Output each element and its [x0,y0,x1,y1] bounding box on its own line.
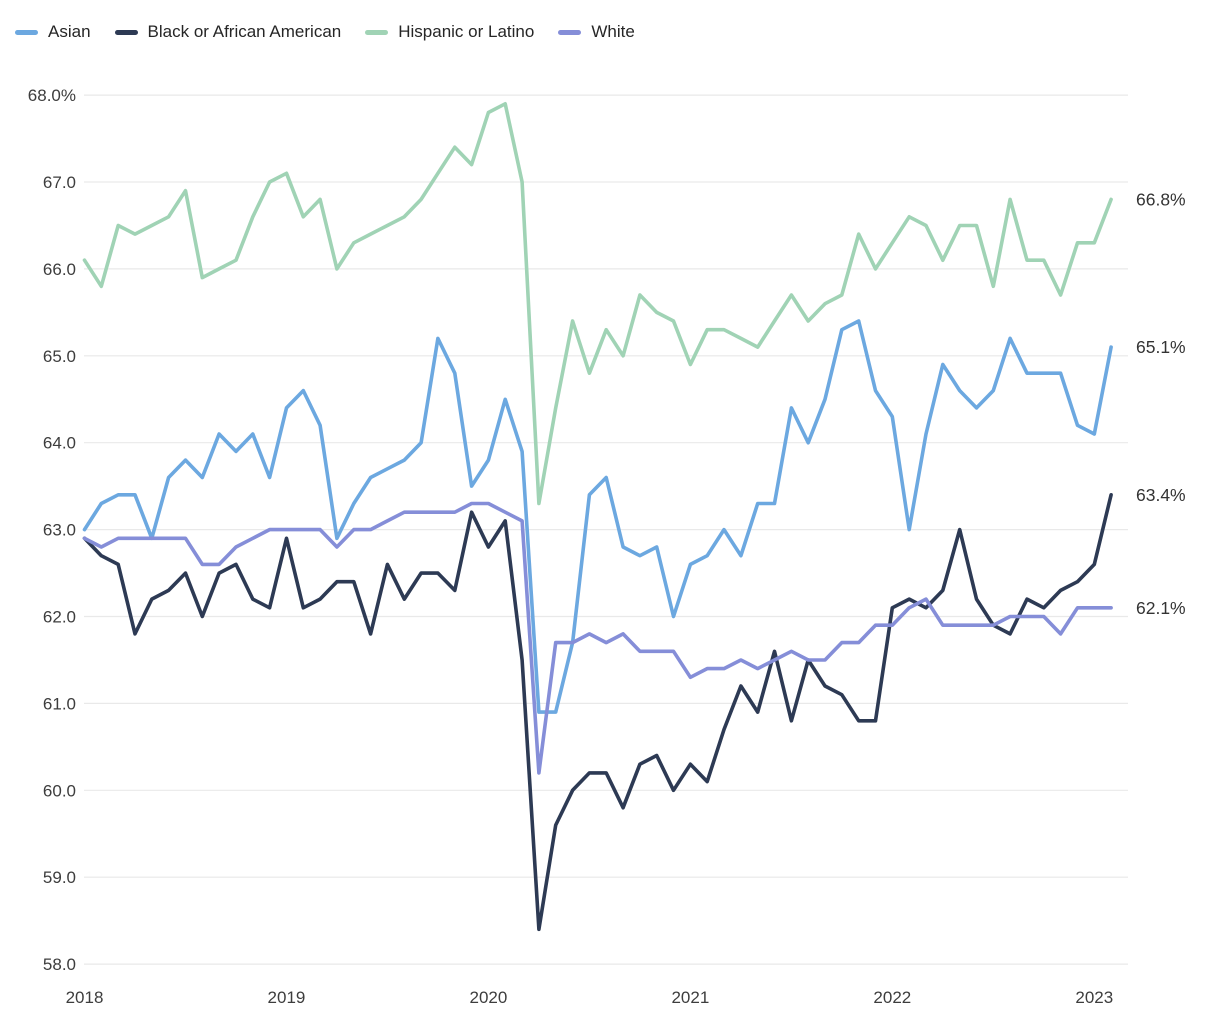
y-axis-tick-label: 58.0 [43,955,76,974]
x-axis-tick-label: 2019 [268,988,306,1007]
y-axis-tick-label: 66.0 [43,260,76,279]
y-axis-tick-label: 59.0 [43,868,76,887]
series-line-black-or-african-american [82,493,1113,932]
series-end-value-label: 66.8% [1136,189,1186,209]
y-axis-tick-label: 60.0 [43,781,76,800]
legend-label-hispanic: Hispanic or Latino [398,22,535,41]
series-end-value-label: 63.4% [1136,485,1186,505]
series-line-asian [82,319,1113,714]
legend-item-hispanic: Hispanic or Latino [365,22,534,42]
x-axis-tick-label: 2020 [470,988,508,1007]
x-axis-tick-label: 2021 [671,988,709,1007]
legend-label-asian: Asian [48,22,91,41]
x-axis-tick-label: 2023 [1075,988,1113,1007]
legend-swatch-asian [15,29,38,35]
legend: Asian Black or African American Hispanic… [15,22,635,42]
y-axis-tick-label: 61.0 [43,694,76,713]
legend-label-black: Black or African American [147,22,342,41]
legend-label-white: White [591,22,635,41]
y-axis-tick-label: 67.0 [43,173,76,192]
legend-item-white: White [558,22,635,42]
y-axis-tick-label: 65.0 [43,347,76,366]
legend-swatch-white [558,29,582,35]
x-axis-tick-label: 2018 [66,988,104,1007]
y-axis-tick-label: 68.0% [28,86,76,105]
series-line-hispanic-or-latino [82,102,1113,506]
series-line-white [82,501,1113,775]
series-end-value-label: 62.1% [1136,598,1186,618]
x-axis-tick-label: 2022 [873,988,911,1007]
legend-swatch-black [114,29,138,35]
legend-item-black: Black or African American [114,22,342,42]
y-axis-tick-label: 62.0 [43,608,76,627]
y-axis-tick-label: 64.0 [43,434,76,453]
series-end-value-label: 65.1% [1136,337,1186,357]
y-axis-tick-label: 63.0 [43,521,76,540]
legend-item-asian: Asian [15,22,91,42]
legend-swatch-hispanic [365,29,389,35]
